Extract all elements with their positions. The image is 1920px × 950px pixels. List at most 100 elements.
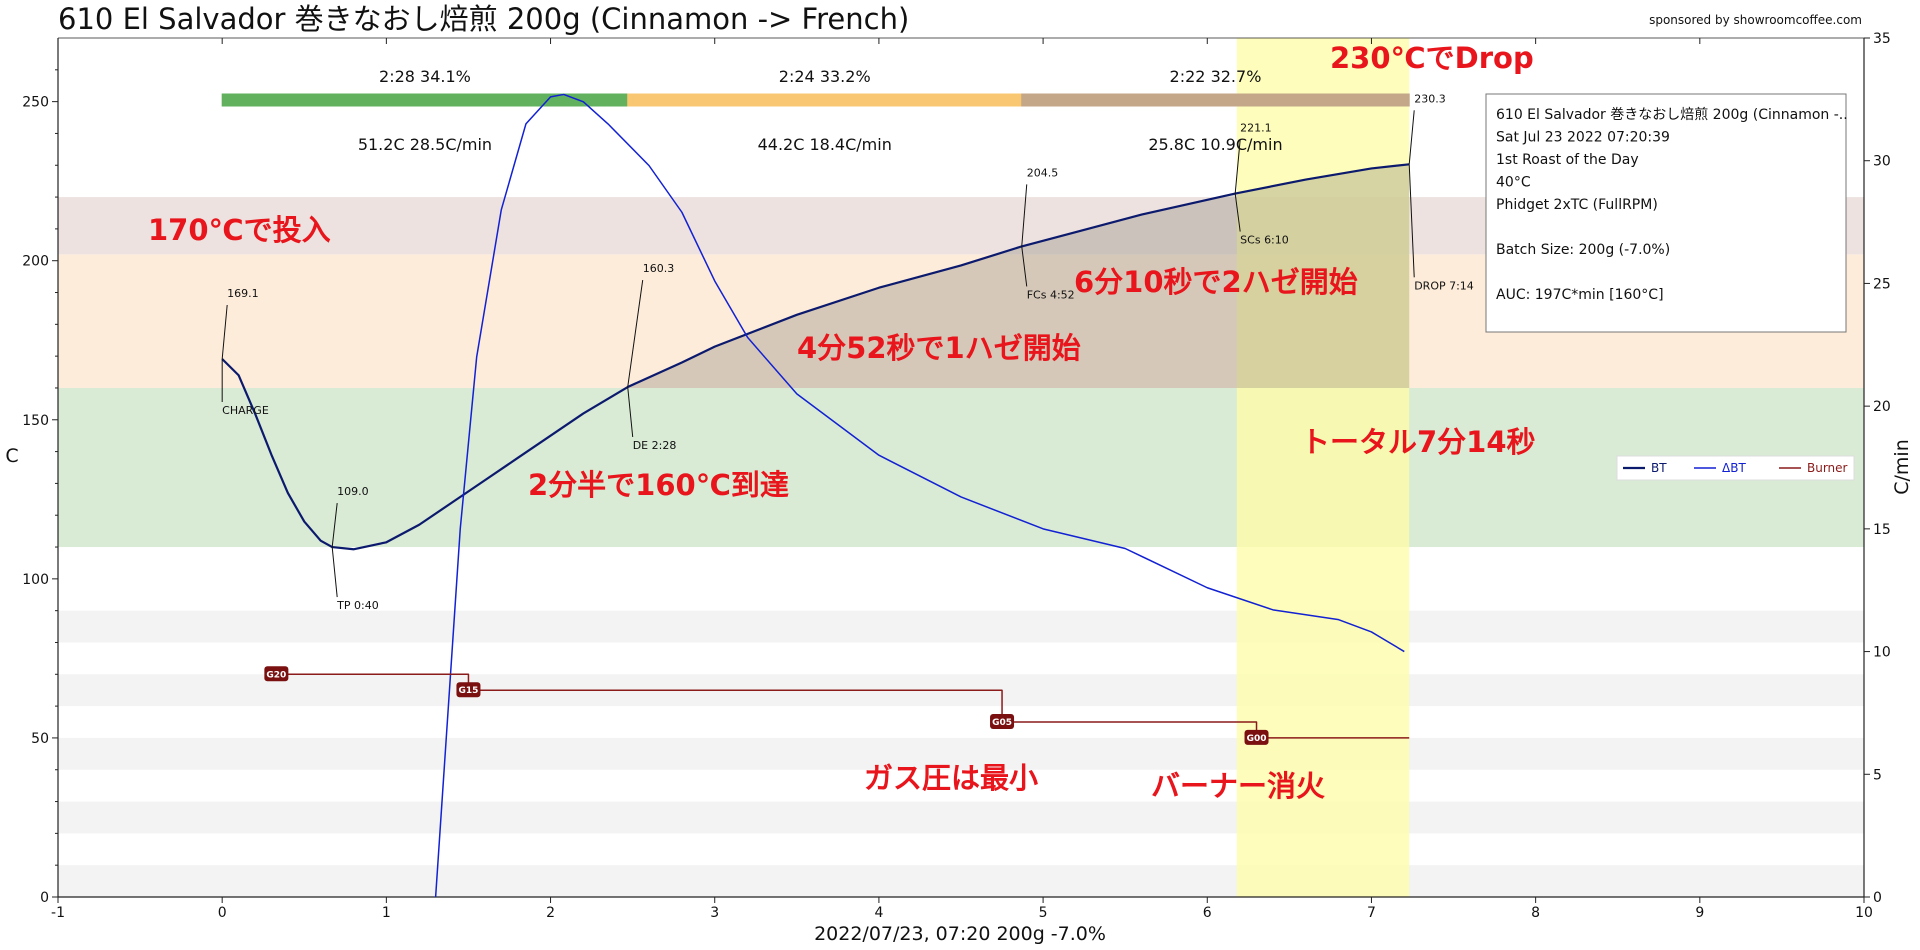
y-tick-label-left: 150 xyxy=(22,413,49,429)
y-axis-label-right: C/min xyxy=(1891,439,1913,495)
temp-band xyxy=(58,387,1864,548)
event-value: 109.0 xyxy=(337,485,369,498)
burner-marker-badge xyxy=(456,682,481,698)
x-tick-label: 4 xyxy=(874,905,883,921)
event-annotation: 109.0 TP 0:40 xyxy=(331,485,379,612)
y-axis-label-left: C xyxy=(5,445,18,467)
burner-marker-badge xyxy=(1244,729,1269,745)
y-tick-label-left: 0 xyxy=(40,890,49,906)
annotation-note: 4分52秒で1ハゼ開始 xyxy=(797,331,1081,365)
x-tick-label: 8 xyxy=(1531,905,1540,921)
burner-marker-label: G00 xyxy=(1247,734,1267,744)
event-leader-down xyxy=(1021,246,1028,287)
event-value: 204.5 xyxy=(1027,166,1059,179)
sponsor-text: sponsored by showroomcoffee.com xyxy=(1649,13,1862,27)
info-line: 610 El Salvador 巻きなおし焙煎 200g (Cinnamon -… xyxy=(1496,107,1848,123)
event-leader-down xyxy=(1408,164,1415,278)
y-tick-label-right: 5 xyxy=(1873,767,1882,783)
x-tick-label: 7 xyxy=(1367,905,1376,921)
y-tick-label-right: 30 xyxy=(1873,154,1891,170)
phase-time-label: 2:24 33.2% xyxy=(779,67,871,86)
burner-marker: G20 xyxy=(264,666,289,682)
phase-rise-label: 51.2C 28.5C/min xyxy=(358,135,492,154)
legend: BT ΔBT Burner xyxy=(1616,455,1855,481)
phase-time-label: 2:28 34.1% xyxy=(379,67,471,86)
info-line: Phidget 2xTC (FullRPM) xyxy=(1496,197,1658,213)
x-tick-label: 6 xyxy=(1203,905,1212,921)
x-axis-label: 2022/07/23, 07:20 200g -7.0% xyxy=(814,923,1106,945)
y-tick-label-right: 25 xyxy=(1873,276,1891,292)
annotation-note: トータル7分14秒 xyxy=(1301,425,1536,459)
event-value: 230.3 xyxy=(1414,92,1446,105)
event-label: TP 0:40 xyxy=(336,599,379,612)
x-tick-label: 9 xyxy=(1695,905,1704,921)
y-tick-label-left: 100 xyxy=(22,572,49,588)
info-box-frame xyxy=(1485,93,1847,333)
info-box: 610 El Salvador 巻きなおし焙煎 200g (Cinnamon -… xyxy=(1485,93,1848,333)
legend-label: BT xyxy=(1651,461,1667,475)
event-leader-up xyxy=(1234,139,1241,194)
info-line: Sat Jul 23 2022 07:20:39 xyxy=(1496,130,1670,146)
burner-marker: G05 xyxy=(990,714,1015,730)
annotation-note: 230℃でDrop xyxy=(1330,41,1534,75)
event-value: 221.1 xyxy=(1240,122,1272,135)
x-tick-label: 0 xyxy=(218,905,227,921)
grey-stripe xyxy=(58,865,1864,897)
x-tick-label: 5 xyxy=(1039,905,1048,921)
series-line-bt xyxy=(221,163,1410,551)
y-tick-label-left: 50 xyxy=(31,731,49,747)
grey-stripe xyxy=(58,801,1864,834)
event-leader-down xyxy=(331,546,338,598)
y-tick-label-right: 10 xyxy=(1873,645,1891,661)
legend-label: Burner xyxy=(1807,461,1848,475)
x-tick-label: 1 xyxy=(382,905,391,921)
annotation-note: バーナー消火 xyxy=(1151,769,1325,803)
burner-marker-badge xyxy=(264,666,289,682)
info-line: AUC: 197C*min [160°C] xyxy=(1496,287,1664,303)
annotation-note: 2分半で160℃到達 xyxy=(528,468,789,502)
info-line: Batch Size: 200g (-7.0%) xyxy=(1496,242,1670,258)
y-tick-label-right: 35 xyxy=(1873,31,1891,47)
y-tick-label-right: 20 xyxy=(1873,399,1891,415)
event-annotation: 169.1 CHARGE xyxy=(221,287,269,417)
phase-bar xyxy=(1021,93,1410,107)
x-tick-label: 10 xyxy=(1855,905,1873,921)
event-annotation: 221.1 SCs 6:10 xyxy=(1234,122,1289,247)
legend-frame xyxy=(1616,455,1855,481)
phase-rise-label: 25.8C 10.9C/min xyxy=(1148,135,1282,154)
burner-marker-label: G15 xyxy=(458,686,478,696)
info-line: 1st Roast of the Day xyxy=(1496,152,1639,168)
burner-marker: G00 xyxy=(1244,729,1269,745)
x-tick-label: -1 xyxy=(51,905,65,921)
event-label: DROP 7:14 xyxy=(1414,279,1474,292)
event-label: SCs 6:10 xyxy=(1240,234,1289,247)
event-annotation: 160.3 DE 2:28 xyxy=(627,262,677,452)
event-label: DE 2:28 xyxy=(633,439,677,452)
chart-title: 610 El Salvador 巻きなおし焙煎 200g (Cinnamon -… xyxy=(58,2,909,36)
annotation-note: ガス圧は最小 xyxy=(864,761,1038,795)
event-leader-up xyxy=(1408,110,1415,165)
phase-rise-label: 44.2C 18.4C/min xyxy=(758,135,892,154)
x-tick-label: 2 xyxy=(546,905,555,921)
phase-bar xyxy=(627,93,1023,107)
burner-marker-label: G05 xyxy=(992,718,1012,728)
event-leader-up xyxy=(331,502,338,548)
legend-label: ΔBT xyxy=(1722,461,1746,475)
x-tick-label: 3 xyxy=(710,905,719,921)
y-tick-label-right: 0 xyxy=(1873,890,1882,906)
event-leader-up xyxy=(627,279,644,388)
y-tick-label-right: 15 xyxy=(1873,522,1891,538)
event-leader-down xyxy=(1234,193,1241,232)
event-leader-up xyxy=(1021,184,1028,247)
series-line-delta-bt xyxy=(434,93,1405,898)
event-value: 169.1 xyxy=(227,287,259,300)
event-annotation: 204.5 FCs 4:52 xyxy=(1021,166,1075,301)
y-tick-label-left: 200 xyxy=(22,254,49,270)
event-leader-down xyxy=(627,386,634,438)
grey-stripe xyxy=(58,737,1864,770)
grey-stripe xyxy=(58,610,1864,643)
burner-marker: G15 xyxy=(456,682,481,698)
y-tick-label-left: 250 xyxy=(22,95,49,111)
second-crack-highlight xyxy=(1236,38,1410,897)
